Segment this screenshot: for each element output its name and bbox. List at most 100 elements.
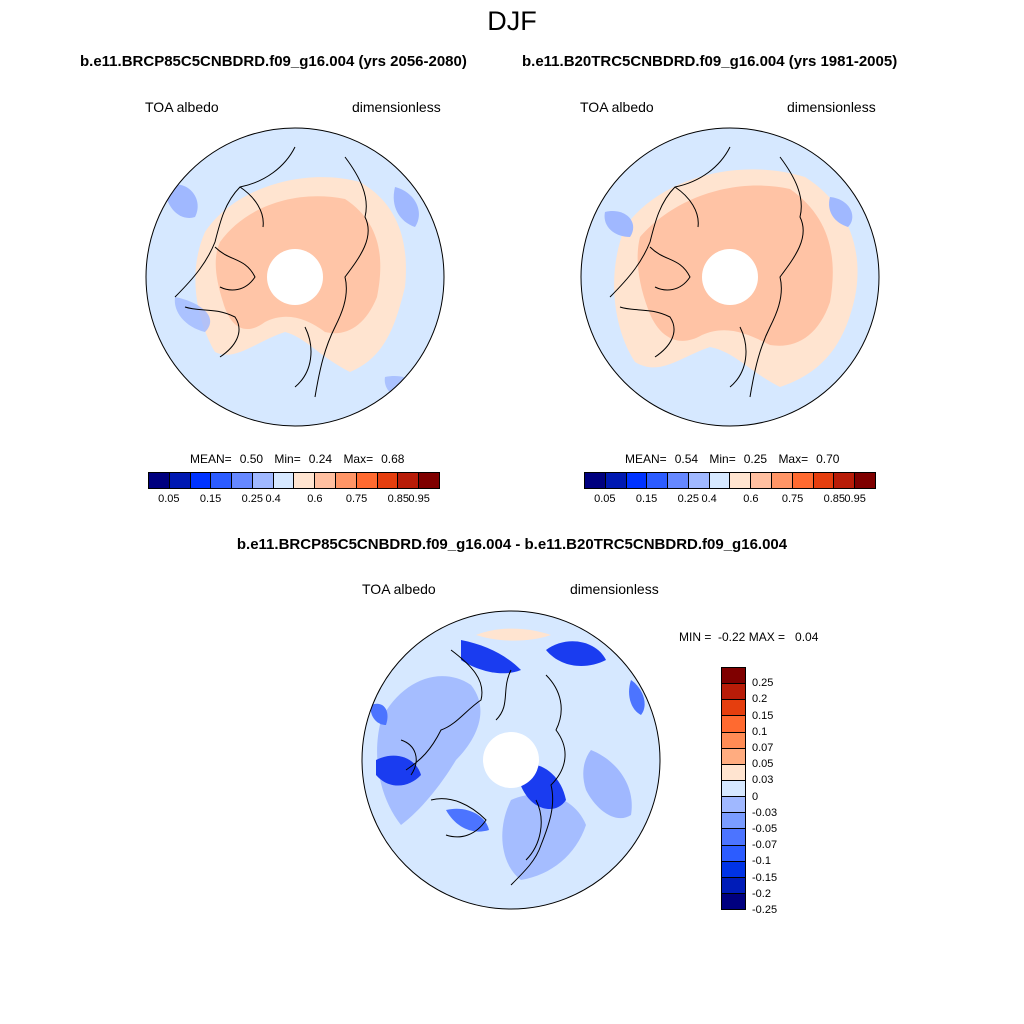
albedo-cold-patch <box>370 703 388 725</box>
colorbar-swatch <box>585 473 606 488</box>
map-border <box>145 127 445 427</box>
colorbar-swatch <box>356 473 378 488</box>
colorbar-swatch <box>730 473 752 488</box>
colorbar-tick-label: 0.25 <box>752 677 774 690</box>
colorbar-swatch <box>722 668 745 685</box>
colorbar-tick-label: 0.25 <box>241 493 263 505</box>
colorbar-swatch <box>722 877 745 894</box>
albedo-cold-patch <box>629 680 645 715</box>
max-label: Max= <box>343 452 374 466</box>
min-value: 0.24 <box>308 452 333 466</box>
mean-label: MEAN= <box>625 452 667 466</box>
colorbar-tick-label: 0.6 <box>743 493 759 505</box>
colorbar-tick-label: 0.6 <box>307 493 323 505</box>
polar-hole <box>267 249 323 305</box>
diff-case-title: b.e11.BRCP85C5CNBDRD.f09_g16.004 - b.e11… <box>236 536 788 553</box>
diff-minmax: MIN = -0.22 MAX = 0.04 <box>679 630 819 644</box>
colorbar-tick-label: 0.15 <box>199 493 222 505</box>
panel2-units: dimensionless <box>787 99 876 115</box>
figure-title: DJF <box>487 6 537 36</box>
colorbar-tick-label: 0.75 <box>781 493 804 505</box>
colorbar-swatch <box>294 473 316 488</box>
colorbar-tick-label: 0.95 <box>408 493 430 505</box>
colorbar-swatch <box>398 473 420 488</box>
albedo-cool-patch <box>829 197 853 227</box>
diff-variable: TOA albedo <box>362 581 436 597</box>
min-value: 0.25 <box>743 452 768 466</box>
panel2-colorbar <box>584 472 876 489</box>
colorbar-swatch <box>722 732 745 749</box>
albedo-cool-patch <box>165 184 198 218</box>
colorbar-tick-label: -0.2 <box>752 887 771 900</box>
max-value: 0.70 <box>816 452 840 466</box>
albedo-cool-patch <box>604 211 634 237</box>
colorbar-swatch <box>722 797 745 814</box>
colorbar-swatch <box>315 473 337 488</box>
albedo-cold-patch <box>376 755 421 786</box>
colorbar-swatch <box>252 473 274 488</box>
colorbar-swatch <box>626 473 648 488</box>
colorbar-swatch <box>190 473 212 488</box>
colorbar-swatch <box>149 473 170 488</box>
colorbar-swatch <box>834 473 856 488</box>
colorbar-swatch <box>605 473 627 488</box>
colorbar-swatch <box>273 473 295 488</box>
colorbar-tick-label: 0.95 <box>844 493 866 505</box>
max-label: Max= <box>778 452 809 466</box>
polar-hole <box>702 249 758 305</box>
colorbar-swatch <box>722 829 745 846</box>
panel1-colorbar <box>148 472 440 489</box>
albedo-cold-patch <box>446 808 489 832</box>
colorbar-swatch <box>211 473 233 488</box>
colorbar-tick-label: 0.05 <box>158 493 180 505</box>
colorbar-tick-label: 0.05 <box>594 493 616 505</box>
colorbar-swatch <box>232 473 253 488</box>
colorbar-swatch <box>722 813 745 830</box>
colorbar-tick-label: -0.05 <box>752 823 778 835</box>
albedo-cold-patch <box>461 640 521 674</box>
albedo-warm-patch <box>476 628 551 641</box>
mean-label: MEAN= <box>190 452 232 466</box>
colorbar-swatch <box>855 473 875 488</box>
colorbar-tick-label: 0.4 <box>701 493 717 505</box>
diff-units: dimensionless <box>570 581 659 597</box>
colorbar-swatch <box>792 473 814 488</box>
map-border <box>361 610 661 910</box>
colorbar-swatch <box>722 700 745 717</box>
colorbar-tick-label: 0.15 <box>752 709 774 722</box>
panel2-case-title: b.e11.B20TRC5CNBDRD.f09_g16.004 (yrs 198… <box>522 53 898 70</box>
colorbar-swatch <box>169 473 191 488</box>
panel1-variable: TOA albedo <box>145 99 219 115</box>
mean-value: 0.50 <box>239 452 264 466</box>
panel1-polar-map <box>145 127 445 427</box>
coastline <box>174 146 369 398</box>
mean-value: 0.54 <box>674 452 699 466</box>
colorbar-swatch <box>722 845 745 862</box>
colorbar-swatch <box>722 764 745 781</box>
albedo-cool-patch <box>174 297 211 332</box>
colorbar-tick-label: -0.25 <box>752 904 778 916</box>
colorbar-tick-label: 0.15 <box>635 493 658 505</box>
coastline <box>400 649 566 886</box>
colorbar-swatch <box>722 893 745 910</box>
polar-hole <box>483 732 539 788</box>
panel2-polar-map <box>580 127 880 427</box>
colorbar-swatch <box>751 473 773 488</box>
colorbar-tick-label: -0.07 <box>752 839 778 852</box>
colorbar-swatch <box>772 473 793 488</box>
panel2-stats: MEAN= 0.54 Min= 0.25 Max= 0.70 <box>625 452 847 466</box>
colorbar-tick-label: 0.07 <box>752 742 774 754</box>
colorbar-tick-label: -0.15 <box>752 871 778 884</box>
colorbar-tick-label: 0.05 <box>752 758 774 771</box>
diff-colorbar <box>721 667 746 910</box>
colorbar-swatch <box>813 473 835 488</box>
colorbar-tick-label: 0 <box>752 790 759 803</box>
diff-colorbar-ticks: 0.25 0.2 0.15 0.1 0.07 0.05 0.03 0 -0.03 -0.05 -0.… <box>752 667 792 916</box>
colorbar-tick-label: 0.4 <box>265 493 281 505</box>
colorbar-swatch <box>722 861 745 878</box>
colorbar-tick-label: 0.1 <box>752 725 768 738</box>
albedo-cool-patch <box>393 187 419 227</box>
colorbar-swatch <box>722 716 745 733</box>
colorbar-swatch <box>722 780 745 798</box>
panel2-colorbar-ticks: 0.05 0.15 0.25 0.4 0.6 0.75 0.85 0.95 <box>584 493 876 507</box>
